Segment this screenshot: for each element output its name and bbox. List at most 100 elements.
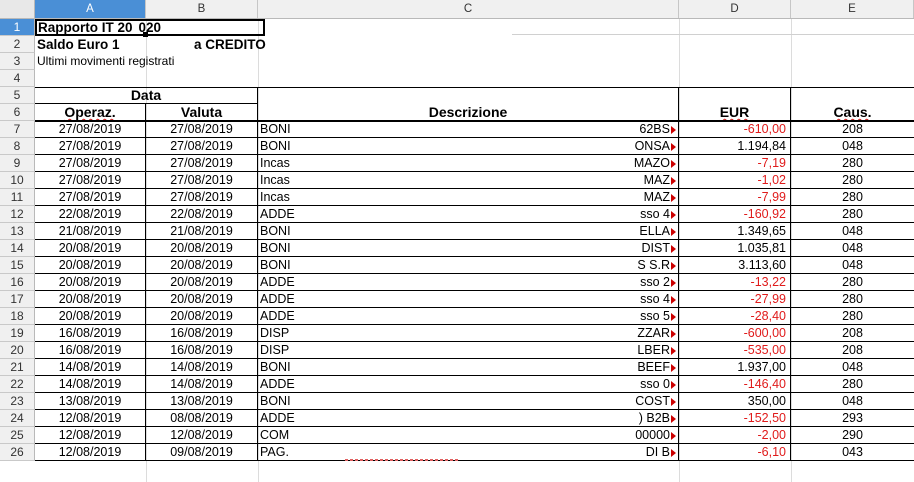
cell-operaz[interactable]: 14/08/2019: [35, 359, 146, 376]
cell-operaz[interactable]: 20/08/2019: [35, 308, 146, 325]
cell-operaz[interactable]: 27/08/2019: [35, 155, 146, 172]
cell-valuta[interactable]: 20/08/2019: [146, 274, 258, 291]
cell-caus[interactable]: 293: [791, 410, 914, 427]
cell-operaz[interactable]: 20/08/2019: [35, 291, 146, 308]
row-header-15[interactable]: 15: [0, 257, 35, 274]
row-header-10[interactable]: 10: [0, 172, 35, 189]
cell-descrizione[interactable]: Incas MAZO: [258, 155, 679, 172]
cell-descrizione[interactable]: BONI ONSA: [258, 138, 679, 155]
cell-valuta[interactable]: 14/08/2019: [146, 359, 258, 376]
cell-caus[interactable]: 048: [791, 138, 914, 155]
cell-eur[interactable]: -7,99: [679, 189, 791, 206]
cell-valuta[interactable]: 08/08/2019: [146, 410, 258, 427]
row-header-7[interactable]: 7: [0, 121, 35, 138]
row-header-1[interactable]: 1: [0, 19, 35, 36]
row-header-18[interactable]: 18: [0, 308, 35, 325]
cell-caus[interactable]: 280: [791, 206, 914, 223]
cell-valuta[interactable]: 27/08/2019: [146, 189, 258, 206]
cell-descrizione[interactable]: Incas MAZ: [258, 172, 679, 189]
cell-eur[interactable]: -152,50: [679, 410, 791, 427]
cell-a1-title[interactable]: Rapporto IT 20 020: [35, 19, 265, 36]
cell-caus[interactable]: 208: [791, 342, 914, 359]
cell-caus[interactable]: 280: [791, 155, 914, 172]
row-header-13[interactable]: 13: [0, 223, 35, 240]
cell-caus[interactable]: 208: [791, 121, 914, 138]
cell-valuta[interactable]: 21/08/2019: [146, 223, 258, 240]
cell-descrizione[interactable]: ADDE sso 0: [258, 376, 679, 393]
cell-eur[interactable]: -600,00: [679, 325, 791, 342]
row-header-19[interactable]: 19: [0, 325, 35, 342]
column-header-a[interactable]: A: [35, 0, 146, 18]
row-header-2[interactable]: 2: [0, 36, 35, 53]
cell-operaz[interactable]: 27/08/2019: [35, 172, 146, 189]
cell-operaz[interactable]: 21/08/2019: [35, 223, 146, 240]
cell-descrizione[interactable]: ADDE sso 2: [258, 274, 679, 291]
cell-eur[interactable]: -27,99: [679, 291, 791, 308]
cell-eur[interactable]: -6,10: [679, 444, 791, 461]
cell-eur[interactable]: -2,00: [679, 427, 791, 444]
row-header-20[interactable]: 20: [0, 342, 35, 359]
row-header-17[interactable]: 17: [0, 291, 35, 308]
cell-operaz[interactable]: 27/08/2019: [35, 189, 146, 206]
cell-valuta[interactable]: 12/08/2019: [146, 427, 258, 444]
row-header-8[interactable]: 8: [0, 138, 35, 155]
cell-valuta[interactable]: 13/08/2019: [146, 393, 258, 410]
column-header-b[interactable]: B: [146, 0, 258, 18]
cell-eur[interactable]: -146,40: [679, 376, 791, 393]
cell-eur[interactable]: -610,00: [679, 121, 791, 138]
cell-descrizione[interactable]: BONI BEEF: [258, 359, 679, 376]
cell-caus[interactable]: 043: [791, 444, 914, 461]
cell-eur[interactable]: -160,92: [679, 206, 791, 223]
cell-operaz[interactable]: 27/08/2019: [35, 138, 146, 155]
cell-caus[interactable]: 280: [791, 291, 914, 308]
cell-valuta[interactable]: 27/08/2019: [146, 155, 258, 172]
row-header-12[interactable]: 12: [0, 206, 35, 223]
cell-eur[interactable]: -535,00: [679, 342, 791, 359]
cell-eur[interactable]: 350,00: [679, 393, 791, 410]
cell-descrizione[interactable]: BONI ELLA: [258, 223, 679, 240]
cell-eur[interactable]: 1.937,00: [679, 359, 791, 376]
row-header-23[interactable]: 23: [0, 393, 35, 410]
column-header-d[interactable]: D: [679, 0, 791, 18]
cell-operaz[interactable]: 27/08/2019: [35, 121, 146, 138]
cell-operaz[interactable]: 20/08/2019: [35, 274, 146, 291]
cell-operaz[interactable]: 16/08/2019: [35, 342, 146, 359]
cell-descrizione[interactable]: Incas MAZ: [258, 189, 679, 206]
cell-operaz[interactable]: 12/08/2019: [35, 444, 146, 461]
row-header-14[interactable]: 14: [0, 240, 35, 257]
cell-descrizione[interactable]: BONI COST: [258, 393, 679, 410]
cell-valuta[interactable]: 27/08/2019: [146, 121, 258, 138]
row-header-16[interactable]: 16: [0, 274, 35, 291]
cell-valuta[interactable]: 20/08/2019: [146, 240, 258, 257]
cell-operaz[interactable]: 14/08/2019: [35, 376, 146, 393]
column-header-c[interactable]: C: [258, 0, 679, 18]
cell-valuta[interactable]: 16/08/2019: [146, 325, 258, 342]
cell-descrizione[interactable]: ADDE sso 4: [258, 206, 679, 223]
cell-caus[interactable]: 048: [791, 223, 914, 240]
row-header-24[interactable]: 24: [0, 410, 35, 427]
row-header-22[interactable]: 22: [0, 376, 35, 393]
cell-valuta[interactable]: 20/08/2019: [146, 257, 258, 274]
cell-descrizione[interactable]: DISP ZZAR: [258, 325, 679, 342]
cell-caus[interactable]: 048: [791, 393, 914, 410]
cell-descrizione[interactable]: BONI DIST: [258, 240, 679, 257]
row-header-4[interactable]: 4: [0, 70, 35, 87]
cell-operaz[interactable]: 12/08/2019: [35, 427, 146, 444]
cell-eur[interactable]: -7,19: [679, 155, 791, 172]
cell-descrizione[interactable]: DISP LBER: [258, 342, 679, 359]
cell-operaz[interactable]: 22/08/2019: [35, 206, 146, 223]
cell-caus[interactable]: 280: [791, 189, 914, 206]
cell-descrizione[interactable]: BONI 62BS: [258, 121, 679, 138]
cell-caus[interactable]: 290: [791, 427, 914, 444]
cell-operaz[interactable]: 12/08/2019: [35, 410, 146, 427]
cell-descrizione[interactable]: ADDE) B2B: [258, 410, 679, 427]
cell-valuta[interactable]: 20/08/2019: [146, 308, 258, 325]
cell-caus[interactable]: 048: [791, 359, 914, 376]
cell-caus[interactable]: 280: [791, 172, 914, 189]
cell-caus[interactable]: 280: [791, 376, 914, 393]
cell-descrizione[interactable]: PAG. DI B: [258, 444, 679, 461]
cell-valuta[interactable]: 20/08/2019: [146, 291, 258, 308]
cell-eur[interactable]: -1,02: [679, 172, 791, 189]
cell-caus[interactable]: 280: [791, 308, 914, 325]
column-header-e[interactable]: E: [791, 0, 914, 18]
